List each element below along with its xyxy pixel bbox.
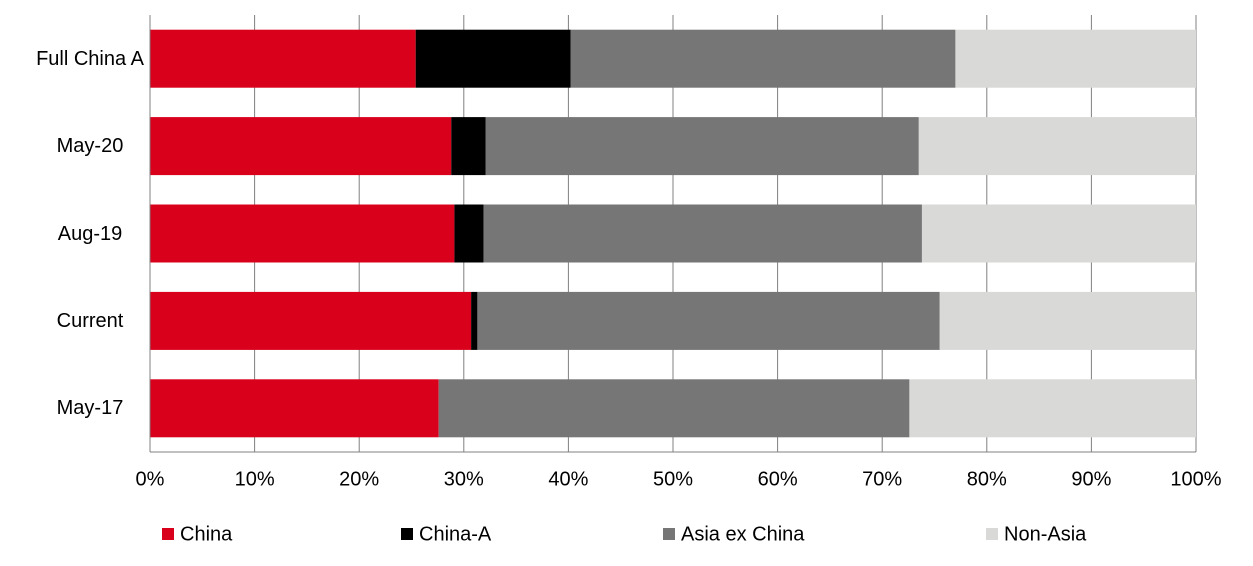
- bar-segment: [438, 379, 910, 438]
- x-tick-label: 40%: [548, 468, 588, 490]
- y-tick-label: Current: [56, 309, 124, 332]
- bar-segment: [939, 291, 1196, 350]
- bar-segment: [150, 29, 416, 88]
- bar-segment: [485, 117, 919, 176]
- x-tick-label: 10%: [235, 468, 275, 490]
- legend-swatch: [663, 528, 675, 540]
- legend-swatch: [401, 528, 413, 540]
- bar-segment: [150, 204, 455, 263]
- bar-segment: [483, 204, 922, 263]
- x-tick-label: 60%: [758, 468, 798, 490]
- y-tick-label: May-20: [56, 135, 124, 158]
- bar-segment: [451, 117, 486, 176]
- x-tick-label: 70%: [862, 468, 902, 490]
- legend-swatch: [986, 528, 998, 540]
- bar-segment: [415, 29, 571, 88]
- x-tick-label: 80%: [967, 468, 1007, 490]
- x-tick-label: 30%: [444, 468, 484, 490]
- bar-segment: [150, 117, 452, 176]
- legend-label: China-A: [419, 523, 492, 545]
- bar-segment: [477, 291, 940, 350]
- bar-segment: [921, 204, 1196, 263]
- x-tick-label: 50%: [653, 468, 693, 490]
- bar-segment: [150, 379, 439, 438]
- bar-segment: [918, 117, 1196, 176]
- bar-segment: [909, 379, 1196, 438]
- bar-segment: [454, 204, 484, 263]
- y-tick-label: Aug-19: [57, 222, 123, 245]
- legend-label: Asia ex China: [681, 523, 805, 545]
- y-tick-label: May-17: [56, 397, 124, 420]
- x-tick-label: 90%: [1071, 468, 1111, 490]
- bar-segment: [955, 29, 1196, 88]
- bar-segment: [570, 29, 956, 88]
- bar-segment: [471, 291, 478, 350]
- bar-segment: [150, 291, 472, 350]
- x-tick-label: 100%: [1170, 468, 1221, 490]
- x-tick-label: 20%: [339, 468, 379, 490]
- legend-label: Non-Asia: [1004, 523, 1087, 545]
- x-tick-label: 0%: [136, 468, 165, 490]
- y-tick-label: Full China A: [36, 47, 144, 70]
- legend-label: China: [180, 523, 233, 545]
- legend-swatch: [162, 528, 174, 540]
